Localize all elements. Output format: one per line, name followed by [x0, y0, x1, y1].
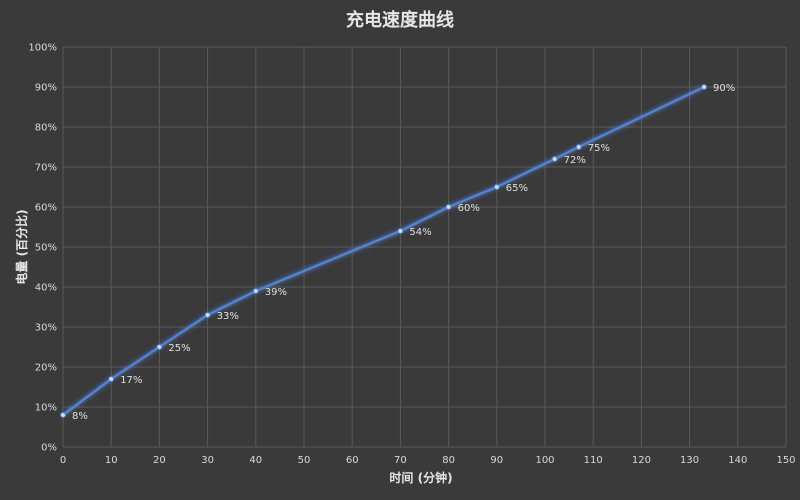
series-line [60, 84, 707, 418]
y-tick-label: 50% [35, 243, 57, 254]
x-tick-label: 140 [728, 455, 747, 466]
data-label: 72% [564, 155, 586, 166]
x-tick-label: 40 [249, 455, 262, 466]
x-tick-label: 70 [394, 455, 407, 466]
x-axis-label: 时间 (分钟) [389, 470, 452, 485]
data-point [252, 288, 259, 294]
x-tick-label: 0 [60, 455, 66, 466]
data-label: 33% [217, 311, 239, 322]
x-tick-label: 100 [535, 455, 554, 466]
data-point [701, 84, 707, 90]
y-tick-label: 30% [35, 323, 57, 334]
data-label: 8% [72, 411, 88, 422]
x-tick-label: 150 [776, 455, 795, 466]
data-point [493, 184, 500, 190]
data-point [575, 144, 582, 150]
x-tick-label: 80 [442, 455, 455, 466]
x-tick-label: 10 [105, 455, 118, 466]
data-point [108, 376, 115, 382]
y-tick-label: 80% [35, 123, 57, 134]
axis-ticks: 0 10 20 30 40 50 60 70 80 90 100 110 120 130 140 150 0% 1… [28, 43, 795, 467]
x-tick-label: 60 [346, 455, 359, 466]
data-labels: 8% 17% 25% 33% 39% 54% 60% 65% 72%75% 90% [72, 83, 735, 422]
x-tick-label: 130 [680, 455, 699, 466]
data-label: 25% [168, 343, 190, 354]
x-tick-label: 30 [201, 455, 214, 466]
x-tick-label: 50 [298, 455, 311, 466]
data-label: 17% [120, 375, 142, 386]
data-point [60, 412, 66, 418]
y-tick-label: 70% [35, 163, 57, 174]
data-point [551, 156, 558, 162]
data-point [397, 228, 404, 234]
y-tick-label: 40% [35, 283, 57, 294]
grid-lines [62, 46, 787, 448]
data-label: 90% [713, 83, 735, 94]
data-label: 60% [458, 203, 480, 214]
data-label: 54% [409, 227, 431, 238]
y-tick-label: 60% [35, 203, 57, 214]
data-label: 39% [265, 287, 287, 298]
data-point [156, 344, 163, 350]
y-axis-label: 电量 (百分比) [14, 209, 29, 284]
y-tick-label: 20% [35, 363, 57, 374]
x-tick-label: 110 [584, 455, 603, 466]
data-label: 75% [588, 143, 610, 154]
data-point [204, 312, 211, 318]
x-tick-label: 20 [153, 455, 166, 466]
y-tick-label: 100% [28, 43, 57, 54]
x-tick-label: 120 [632, 455, 651, 466]
chart-title: 充电速度曲线 [346, 9, 454, 31]
data-label: 65% [506, 183, 528, 194]
data-point [445, 204, 452, 210]
x-tick-label: 90 [490, 455, 503, 466]
y-tick-label: 0% [41, 443, 57, 454]
y-tick-label: 90% [35, 83, 57, 94]
y-tick-label: 10% [35, 403, 57, 414]
